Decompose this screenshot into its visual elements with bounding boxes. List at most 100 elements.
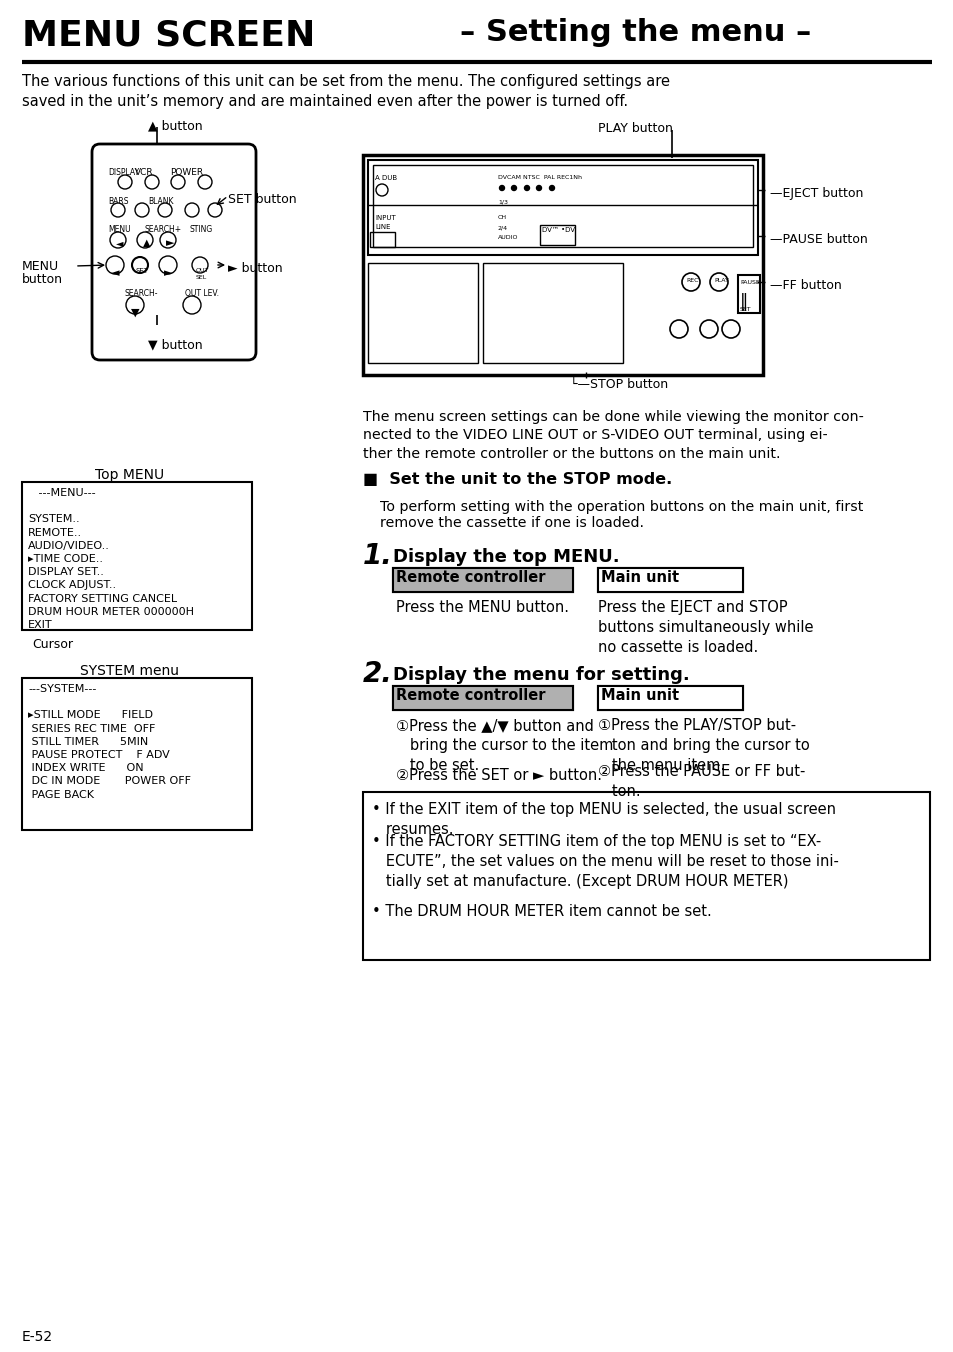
- Circle shape: [106, 256, 124, 274]
- Circle shape: [198, 174, 212, 189]
- Text: MENU SCREEN: MENU SCREEN: [22, 18, 315, 51]
- Bar: [393, 568, 573, 592]
- Text: ►: ►: [166, 238, 174, 247]
- Text: The various functions of this unit can be set from the menu. The configured sett: The various functions of this unit can b…: [22, 74, 669, 108]
- Text: Cursor: Cursor: [32, 638, 73, 652]
- Circle shape: [160, 233, 175, 247]
- Bar: [393, 685, 573, 710]
- Circle shape: [135, 203, 149, 218]
- Text: └—STOP button: └—STOP button: [569, 379, 667, 391]
- Bar: [598, 568, 742, 592]
- Circle shape: [158, 203, 172, 218]
- Text: ②Press the SET or ► button.: ②Press the SET or ► button.: [395, 768, 601, 783]
- Text: Remote controller: Remote controller: [395, 571, 545, 585]
- Bar: [373, 165, 752, 247]
- Circle shape: [111, 203, 125, 218]
- Text: PLAY: PLAY: [713, 279, 728, 283]
- Text: ▲: ▲: [143, 238, 151, 247]
- Text: • If the FACTORY SETTING item of the top MENU is set to “EX-
   ECUTE”, the set : • If the FACTORY SETTING item of the top…: [372, 834, 838, 888]
- Text: ◄: ◄: [116, 238, 123, 247]
- Text: 1.: 1.: [363, 542, 393, 571]
- Bar: [598, 568, 742, 592]
- Text: Press the MENU button.: Press the MENU button.: [395, 600, 568, 615]
- Circle shape: [536, 185, 541, 191]
- Text: ---SYSTEM---

▸STILL MODE      FIELD
 SERIES REC TIME  OFF
 STILL TIMER      5MI: ---SYSTEM--- ▸STILL MODE FIELD SERIES RE…: [28, 684, 191, 799]
- Text: 1/3: 1/3: [497, 200, 507, 206]
- Circle shape: [524, 185, 529, 191]
- Bar: [598, 685, 742, 710]
- Circle shape: [185, 203, 199, 218]
- Text: ②Press the PAUSE or FF but-
   ton.: ②Press the PAUSE or FF but- ton.: [598, 764, 804, 799]
- Bar: [363, 155, 762, 375]
- Text: BLANK: BLANK: [148, 197, 173, 206]
- Text: ▲ button: ▲ button: [148, 119, 202, 132]
- Text: PLAY button: PLAY button: [598, 122, 672, 135]
- Circle shape: [511, 185, 516, 191]
- Text: DISPLAY: DISPLAY: [108, 168, 139, 177]
- Text: SET: SET: [136, 268, 149, 274]
- Text: LINE: LINE: [375, 224, 390, 230]
- Text: PAUSE: PAUSE: [740, 280, 759, 285]
- Circle shape: [132, 257, 148, 273]
- Text: Remote controller: Remote controller: [395, 688, 545, 703]
- Circle shape: [145, 174, 159, 189]
- Text: SEARCH-: SEARCH-: [125, 289, 158, 297]
- Text: ► button: ► button: [228, 262, 282, 274]
- Text: MENU: MENU: [22, 260, 59, 273]
- Text: Top MENU: Top MENU: [95, 468, 164, 483]
- Text: VCR: VCR: [135, 168, 153, 177]
- Text: ---MENU---

SYSTEM..
REMOTE..
AUDIO/VIDEO..
▸TIME CODE..
DISPLAY SET..
CLOCK ADJ: ---MENU--- SYSTEM.. REMOTE.. AUDIO/VIDEO…: [28, 488, 193, 630]
- Text: • If the EXIT item of the top MENU is selected, the usual screen
   resumes.: • If the EXIT item of the top MENU is se…: [372, 802, 835, 837]
- Circle shape: [549, 185, 554, 191]
- Circle shape: [669, 320, 687, 338]
- Text: Display the top MENU.: Display the top MENU.: [393, 548, 619, 566]
- Text: MENU: MENU: [108, 224, 131, 234]
- Circle shape: [171, 174, 185, 189]
- Circle shape: [118, 174, 132, 189]
- Text: AUDIO: AUDIO: [497, 235, 518, 241]
- Text: DV™ •DV: DV™ •DV: [541, 227, 575, 233]
- Text: remove the cassette if one is loaded.: remove the cassette if one is loaded.: [379, 516, 643, 530]
- Text: ◄: ◄: [111, 268, 119, 279]
- Circle shape: [183, 296, 201, 314]
- Text: ①Press the PLAY/STOP but-
   ton and bring the cursor to
   the menu item.: ①Press the PLAY/STOP but- ton and bring …: [598, 718, 809, 772]
- Text: CH: CH: [497, 215, 507, 220]
- Text: INPUT: INPUT: [375, 215, 395, 220]
- Bar: [393, 685, 573, 710]
- Text: STING: STING: [190, 224, 213, 234]
- Text: • The DRUM HOUR METER item cannot be set.: • The DRUM HOUR METER item cannot be set…: [372, 904, 711, 919]
- Circle shape: [126, 296, 144, 314]
- Circle shape: [110, 233, 126, 247]
- Text: OUT
SEL: OUT SEL: [195, 268, 209, 280]
- Circle shape: [681, 273, 700, 291]
- Text: —PAUSE button: —PAUSE button: [769, 233, 867, 246]
- Text: To perform setting with the operation buttons on the main unit, first: To perform setting with the operation bu…: [379, 500, 862, 514]
- Bar: [539, 224, 575, 245]
- Text: —EJECT button: —EJECT button: [769, 187, 862, 200]
- Bar: [368, 264, 477, 362]
- Bar: [370, 233, 395, 247]
- Circle shape: [159, 256, 177, 274]
- Text: Display the menu for setting.: Display the menu for setting.: [393, 667, 689, 684]
- Text: POWER: POWER: [170, 168, 203, 177]
- Text: A DUB: A DUB: [375, 174, 396, 181]
- Text: SET: SET: [740, 307, 751, 312]
- Circle shape: [375, 184, 388, 196]
- Text: ①Press the ▲/▼ button and
   bring the cursor to the item
   to be set.: ①Press the ▲/▼ button and bring the curs…: [395, 718, 613, 772]
- Bar: [363, 792, 929, 960]
- Text: ►: ►: [164, 268, 172, 279]
- Text: 2.: 2.: [363, 660, 393, 688]
- Text: Main unit: Main unit: [600, 571, 679, 585]
- Text: SYSTEM menu: SYSTEM menu: [80, 664, 179, 677]
- Text: 2/4: 2/4: [497, 224, 508, 230]
- Text: ▼: ▼: [131, 308, 139, 318]
- Text: – Setting the menu –: – Setting the menu –: [459, 18, 810, 47]
- Text: E-52: E-52: [22, 1330, 53, 1344]
- Text: BARS: BARS: [108, 197, 129, 206]
- Circle shape: [192, 257, 208, 273]
- Text: REC: REC: [685, 279, 698, 283]
- Text: ‖: ‖: [740, 293, 747, 311]
- Text: ▼ button: ▼ button: [148, 338, 202, 352]
- Circle shape: [709, 273, 727, 291]
- Text: Main unit: Main unit: [600, 688, 679, 703]
